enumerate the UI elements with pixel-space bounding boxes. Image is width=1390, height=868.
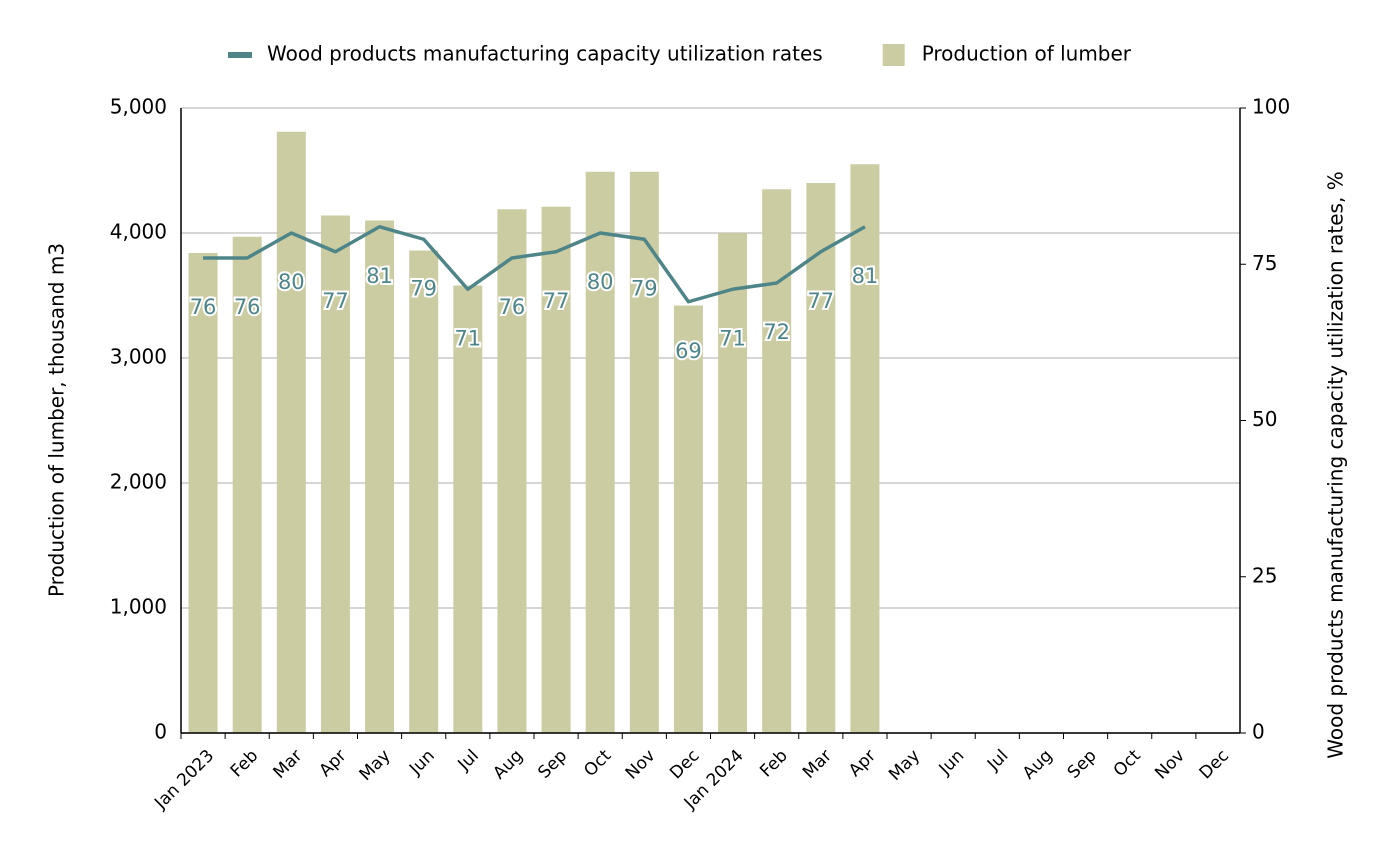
x-tick-label: Nov <box>622 746 660 784</box>
legend-swatch <box>882 44 905 66</box>
bar <box>806 183 836 733</box>
x-tick-label: Apr <box>845 746 880 781</box>
bar <box>365 220 395 733</box>
bar <box>188 253 218 733</box>
data-label: 79 <box>631 276 658 300</box>
x-tick-label: Sep <box>1064 746 1101 783</box>
x-tick-label: Feb <box>756 746 791 781</box>
data-label: 71 <box>719 326 746 350</box>
x-tick-label: Oct <box>1110 746 1145 781</box>
x-tick-label: Aug <box>489 746 527 784</box>
x-tick-label: Dec <box>666 746 703 783</box>
data-label: 76 <box>499 295 526 319</box>
x-tick-label: Aug <box>1019 746 1057 784</box>
legend-swatch <box>228 52 252 58</box>
x-tick-label: Dec <box>1196 746 1233 783</box>
data-label: 80 <box>587 270 614 294</box>
bar <box>718 233 748 733</box>
data-label: 81 <box>852 264 879 288</box>
y2-tick-label: 100 <box>1252 95 1290 119</box>
bar <box>409 250 439 733</box>
bar <box>673 305 703 733</box>
x-tick-label: Feb <box>227 746 262 781</box>
x-tick-label: Apr <box>316 746 351 781</box>
x-tick-label: May <box>885 746 924 785</box>
y-tick-label: 1,000 <box>110 595 167 619</box>
y-tick-label: 5,000 <box>110 95 167 119</box>
bar <box>541 206 571 733</box>
x-tick-label: Oct <box>580 746 615 781</box>
data-label: 80 <box>278 270 305 294</box>
bar <box>762 189 792 733</box>
bar <box>850 164 880 733</box>
x-tick-label: Sep <box>534 746 571 783</box>
bar <box>232 236 262 733</box>
y2-tick-label: 50 <box>1252 407 1277 431</box>
data-label: 79 <box>410 276 437 300</box>
bar <box>629 171 659 733</box>
y2-tick-label: 25 <box>1252 563 1277 587</box>
x-tick-label: Jan 2023 <box>150 746 218 814</box>
legend-label: Wood products manufacturing capacity uti… <box>267 42 823 66</box>
data-label: 76 <box>190 295 217 319</box>
line <box>203 225 866 304</box>
x-tick-label: Mar <box>799 746 836 783</box>
y-tick-label: 0 <box>154 720 167 744</box>
data-label: 81 <box>366 264 393 288</box>
data-label: 71 <box>454 326 481 350</box>
legend-label: Production of lumber <box>922 42 1132 66</box>
data-label: 77 <box>807 289 834 313</box>
x-tick-label: Jul <box>983 746 1012 775</box>
x-tick-label: Jun <box>935 746 969 780</box>
bar <box>585 171 615 733</box>
x-tick-label: Mar <box>270 746 307 783</box>
y2-axis-title: Wood products manufacturing capacity uti… <box>1324 171 1348 758</box>
data-label: 76 <box>234 295 261 319</box>
bar <box>453 285 483 733</box>
y-tick-label: 2,000 <box>110 470 167 494</box>
y-axis-title: Production of lumber, thousand m3 <box>45 243 69 597</box>
x-tick-label: Nov <box>1151 746 1189 784</box>
x-tick-label: Jun <box>405 746 439 780</box>
bar <box>276 131 306 733</box>
data-label: 77 <box>322 289 349 313</box>
data-label: 69 <box>675 339 702 363</box>
y-tick-label: 3,000 <box>110 345 167 369</box>
y2-tick-label: 75 <box>1252 251 1277 275</box>
bar <box>497 209 527 733</box>
data-label: 72 <box>763 320 790 344</box>
y2-tick-label: 0 <box>1252 720 1265 744</box>
x-tick-label: May <box>356 746 395 785</box>
x-tick-label: Jul <box>454 746 483 775</box>
bar <box>320 215 350 733</box>
y-tick-label: 4,000 <box>110 220 167 244</box>
data-label: 77 <box>543 289 570 313</box>
